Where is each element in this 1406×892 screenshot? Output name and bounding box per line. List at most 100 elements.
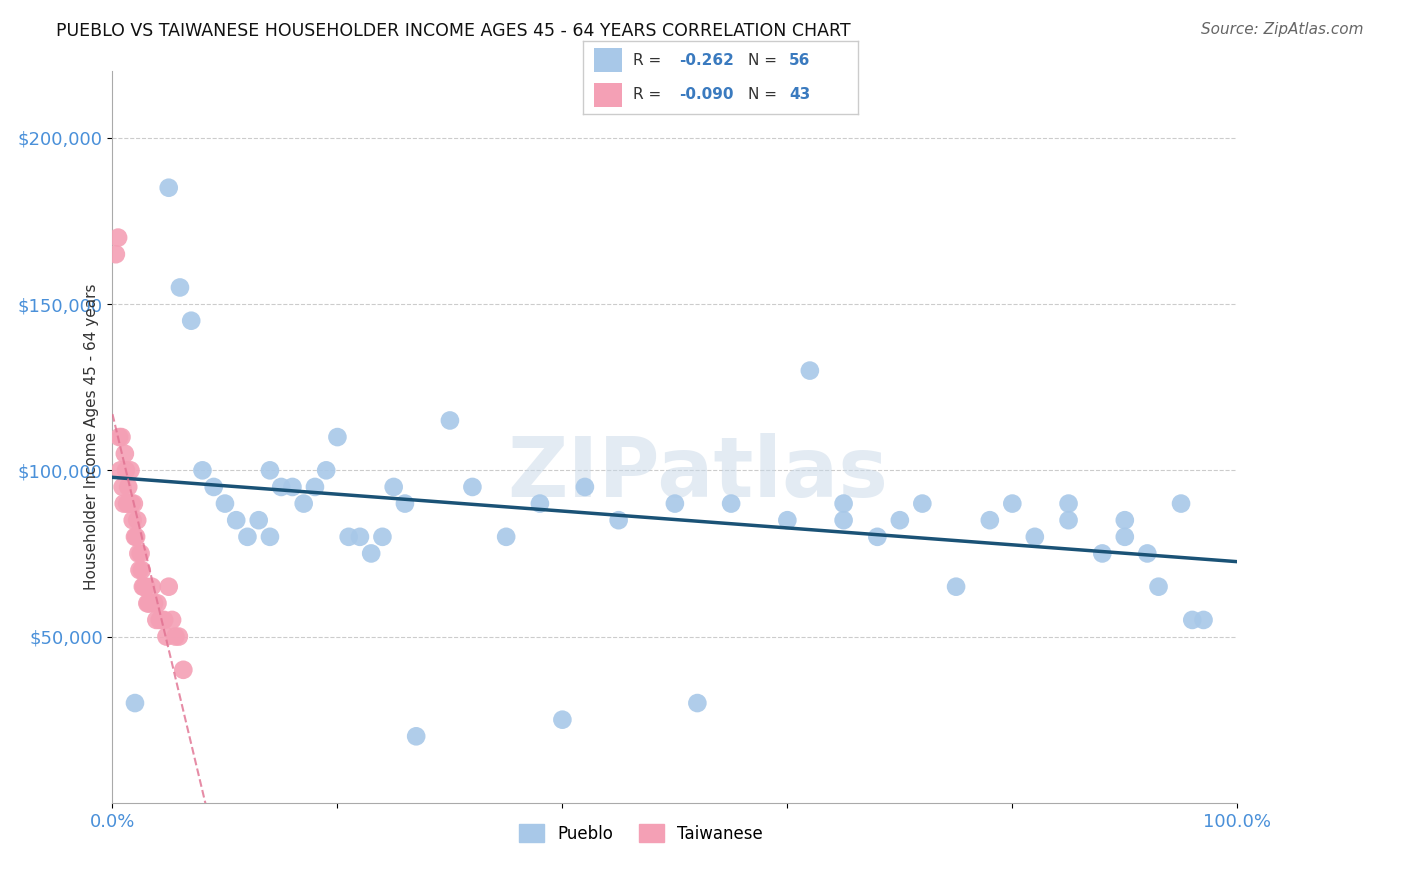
Text: N =: N = bbox=[748, 53, 782, 68]
Point bbox=[127, 513, 149, 527]
Point bbox=[439, 413, 461, 427]
Point bbox=[1001, 497, 1024, 511]
Point bbox=[574, 480, 596, 494]
Point bbox=[720, 497, 742, 511]
Point bbox=[150, 613, 173, 627]
Point bbox=[315, 463, 337, 477]
Text: R =: R = bbox=[633, 53, 666, 68]
Point bbox=[125, 530, 148, 544]
Point bbox=[107, 230, 129, 244]
Point bbox=[121, 513, 143, 527]
Point bbox=[155, 630, 177, 644]
Point bbox=[157, 180, 180, 194]
Point bbox=[214, 497, 236, 511]
Point bbox=[121, 497, 143, 511]
Text: 56: 56 bbox=[789, 53, 810, 68]
Point bbox=[124, 696, 146, 710]
Point bbox=[132, 580, 155, 594]
Point bbox=[664, 497, 686, 511]
Point bbox=[1057, 513, 1080, 527]
Point bbox=[115, 463, 138, 477]
Point bbox=[382, 480, 405, 494]
Point bbox=[1091, 546, 1114, 560]
Point bbox=[127, 546, 149, 560]
Point bbox=[110, 463, 132, 477]
Point bbox=[131, 563, 153, 577]
Bar bbox=[595, 48, 621, 72]
Y-axis label: Householder Income Ages 45 - 64 years: Householder Income Ages 45 - 64 years bbox=[83, 284, 98, 591]
Point bbox=[889, 513, 911, 527]
Point bbox=[799, 363, 821, 377]
Point bbox=[1057, 497, 1080, 511]
Point bbox=[832, 497, 855, 511]
Point bbox=[112, 497, 135, 511]
Point bbox=[141, 580, 163, 594]
Text: N =: N = bbox=[748, 87, 782, 102]
Point bbox=[202, 480, 225, 494]
Point bbox=[225, 513, 247, 527]
Point bbox=[1114, 530, 1136, 544]
Point bbox=[108, 430, 131, 444]
Point bbox=[128, 563, 150, 577]
Bar bbox=[595, 83, 621, 107]
Point bbox=[132, 580, 155, 594]
Point bbox=[145, 613, 167, 627]
Point bbox=[945, 580, 967, 594]
Point bbox=[138, 596, 160, 610]
Point bbox=[1024, 530, 1046, 544]
Point bbox=[371, 530, 394, 544]
Point bbox=[153, 613, 176, 627]
Text: R =: R = bbox=[633, 87, 666, 102]
Point bbox=[165, 630, 187, 644]
Point bbox=[1147, 580, 1170, 594]
Point bbox=[529, 497, 551, 511]
Point bbox=[304, 480, 326, 494]
Point bbox=[979, 513, 1001, 527]
Point bbox=[495, 530, 517, 544]
Point bbox=[134, 580, 156, 594]
Point bbox=[911, 497, 934, 511]
Point bbox=[157, 580, 180, 594]
Text: PUEBLO VS TAIWANESE HOUSEHOLDER INCOME AGES 45 - 64 YEARS CORRELATION CHART: PUEBLO VS TAIWANESE HOUSEHOLDER INCOME A… bbox=[56, 22, 851, 40]
Point bbox=[1114, 513, 1136, 527]
Point bbox=[117, 480, 139, 494]
Text: Source: ZipAtlas.com: Source: ZipAtlas.com bbox=[1201, 22, 1364, 37]
Point bbox=[247, 513, 270, 527]
Point bbox=[136, 596, 159, 610]
Point bbox=[143, 596, 166, 610]
Point bbox=[120, 463, 142, 477]
Point bbox=[118, 497, 141, 511]
Point bbox=[115, 497, 138, 511]
Text: -0.262: -0.262 bbox=[679, 53, 734, 68]
Point bbox=[1192, 613, 1215, 627]
Point bbox=[167, 630, 190, 644]
Point bbox=[866, 530, 889, 544]
Text: ZIPatlas: ZIPatlas bbox=[508, 434, 887, 514]
Point bbox=[172, 663, 194, 677]
Point bbox=[394, 497, 416, 511]
Point bbox=[129, 546, 152, 560]
Point bbox=[607, 513, 630, 527]
Point bbox=[110, 430, 132, 444]
Point bbox=[551, 713, 574, 727]
Point bbox=[349, 530, 371, 544]
Point bbox=[169, 280, 191, 294]
Point bbox=[326, 430, 349, 444]
Point bbox=[160, 613, 183, 627]
Point bbox=[104, 247, 127, 261]
Point bbox=[259, 463, 281, 477]
Text: 43: 43 bbox=[789, 87, 810, 102]
Point bbox=[146, 596, 169, 610]
Point bbox=[122, 497, 145, 511]
Point bbox=[114, 447, 136, 461]
Point bbox=[776, 513, 799, 527]
Point bbox=[149, 613, 172, 627]
Point bbox=[686, 696, 709, 710]
Point bbox=[180, 314, 202, 328]
Point bbox=[191, 463, 214, 477]
Point bbox=[236, 530, 259, 544]
Point bbox=[461, 480, 484, 494]
Point bbox=[405, 729, 427, 743]
Point bbox=[281, 480, 304, 494]
Point bbox=[292, 497, 315, 511]
